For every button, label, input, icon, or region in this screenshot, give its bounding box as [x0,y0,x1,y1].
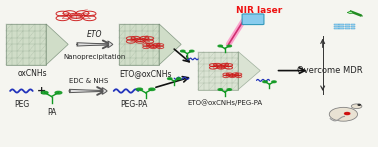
Circle shape [167,78,172,80]
Bar [347,11,353,14]
Circle shape [55,91,62,94]
Bar [339,26,344,27]
Bar [345,28,350,29]
Text: PEG-PA: PEG-PA [120,100,147,109]
Polygon shape [119,24,159,65]
Text: NIR laser: NIR laser [235,6,282,15]
Ellipse shape [329,107,358,121]
Circle shape [181,50,185,52]
Text: oxCNHs: oxCNHs [18,69,48,78]
Polygon shape [159,24,181,65]
Text: Nanoprecipitation: Nanoprecipitation [64,55,126,60]
Text: +: + [37,86,46,96]
Circle shape [227,89,231,90]
Bar [345,24,350,25]
Bar [334,26,339,27]
Circle shape [218,45,223,47]
Circle shape [263,81,267,83]
Bar [334,24,339,25]
Bar [339,28,344,29]
Bar [339,24,344,25]
Circle shape [272,81,276,83]
Polygon shape [238,52,260,90]
Bar [350,26,355,27]
FancyBboxPatch shape [242,14,264,25]
Circle shape [41,91,48,94]
Text: ETO@oxCNHs: ETO@oxCNHs [119,69,172,78]
Ellipse shape [351,104,362,109]
Text: Overcome MDR: Overcome MDR [297,66,363,75]
Bar [345,26,350,27]
Bar [350,28,355,29]
Circle shape [227,45,231,47]
Text: ETO@oxCNHs/PEG-PA: ETO@oxCNHs/PEG-PA [187,100,262,106]
Text: ETO: ETO [87,30,102,39]
Text: PA: PA [47,108,56,117]
Circle shape [189,50,194,52]
Bar [334,28,339,29]
Text: PEG: PEG [14,100,29,109]
Circle shape [358,104,360,105]
Circle shape [344,112,350,115]
Polygon shape [46,24,68,65]
Circle shape [218,89,223,90]
Bar [350,24,355,25]
Circle shape [149,88,155,91]
Polygon shape [6,24,46,65]
Circle shape [136,88,143,91]
Polygon shape [198,52,238,90]
Circle shape [177,78,181,80]
Text: EDC & NHS: EDC & NHS [69,78,108,84]
